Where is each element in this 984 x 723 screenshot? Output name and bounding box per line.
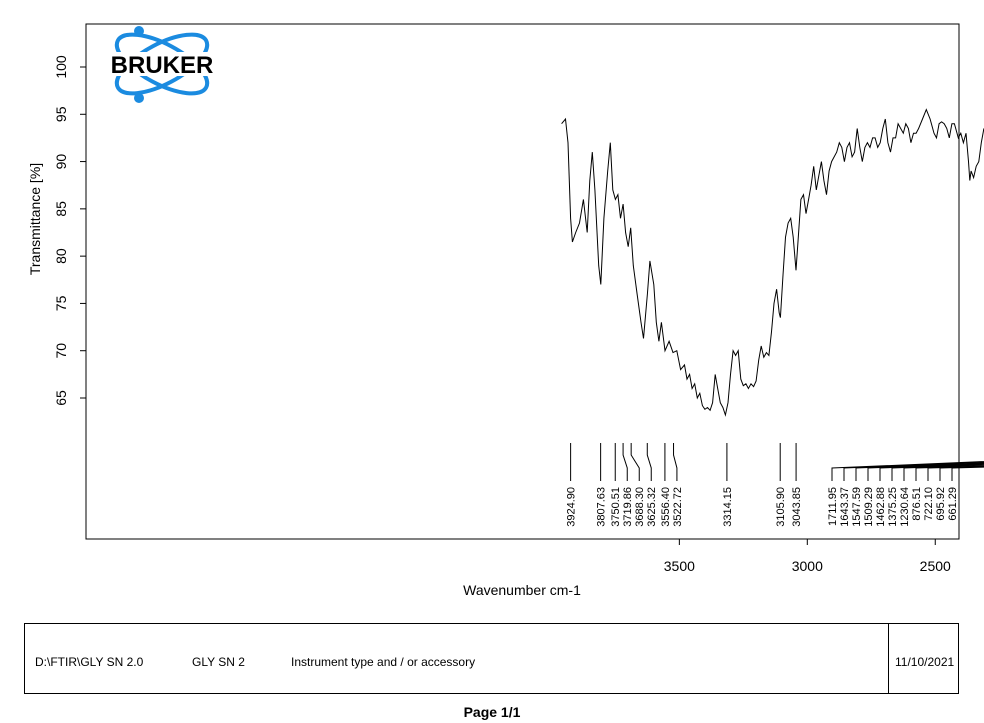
peak-label: 661.29 — [947, 487, 959, 521]
peak-leader-line — [903, 464, 984, 481]
peak-label: 3105.90 — [775, 487, 787, 527]
bruker-logo: BRUKER — [90, 26, 234, 103]
logo-orbit-2 — [114, 32, 210, 96]
peak-leader-line — [879, 463, 984, 481]
y-tick-label: 80 — [53, 248, 69, 264]
peak-label: 1375.25 — [887, 487, 899, 527]
peak-labels: 3924.90 3807.63 3750.51 3719.86 3688.30 3625.… — [566, 443, 984, 527]
peak-label: 722.10 — [923, 487, 935, 521]
peak-leader-line — [630, 443, 640, 481]
logo-dot-bottom — [134, 93, 144, 103]
peak-label: 3625.32 — [646, 487, 658, 527]
logo-text: BRUKER — [111, 52, 214, 79]
peak-label: 3719.86 — [622, 487, 634, 527]
peak-label: 1547.59 — [851, 487, 863, 527]
peak-leader-line — [831, 461, 984, 481]
report-date: 11/10/2021 — [895, 655, 955, 669]
x-tick-label: 2500 — [920, 558, 951, 574]
y-axis-label: Transmittance [%] — [27, 163, 43, 275]
y-tick-label: 85 — [53, 201, 69, 217]
y-tick-label: 90 — [53, 154, 69, 170]
peak-label: 3924.90 — [566, 487, 578, 527]
x-tick-label: 3000 — [792, 558, 823, 574]
peak-leader-line — [915, 465, 984, 481]
peak-label: 3314.15 — [722, 487, 734, 527]
peak-leader-line — [891, 463, 984, 481]
y-tick-label: 65 — [53, 390, 69, 406]
x-tick-label: 3500 — [664, 558, 695, 574]
peak-label: 695.92 — [935, 487, 947, 521]
peak-label: 3750.51 — [610, 487, 622, 527]
report-footer: D:\FTIR\GLY SN 2.0 GLY SN 2 Instrument t… — [24, 623, 959, 694]
page-number: Page 1/1 — [463, 704, 521, 720]
logo-dot-top — [134, 26, 144, 36]
plot-frame — [85, 23, 960, 540]
sample-name: GLY SN 2 — [192, 655, 245, 669]
peak-label: 3688.30 — [634, 487, 646, 527]
y-axis: 65 70 75 80 85 90 95 100 — [53, 55, 86, 406]
x-axis: 350030002500200015001000 — [664, 539, 951, 574]
peak-label: 1643.37 — [839, 487, 851, 527]
peak-leader-line — [855, 462, 984, 481]
logo-text-backdrop — [90, 52, 234, 76]
file-path: D:\FTIR\GLY SN 2.0 — [35, 655, 144, 669]
peak-label: 3556.40 — [660, 487, 672, 527]
peak-leader-line — [622, 443, 628, 481]
peak-leader-line — [843, 461, 984, 481]
peak-leader-line — [867, 462, 984, 481]
spectrum-line — [561, 108, 984, 417]
x-axis-label: Wavenumber cm-1 — [463, 582, 581, 598]
peak-label: 1711.95 — [827, 487, 839, 526]
peak-leader-line — [951, 466, 984, 481]
peak-label: 1230.64 — [899, 487, 911, 527]
peak-leader-line — [673, 443, 678, 481]
logo-orbit-1 — [114, 32, 210, 96]
instrument-info: Instrument type and / or accessory — [291, 655, 476, 669]
peak-label: 1462.88 — [875, 487, 887, 527]
peak-label: 3807.63 — [596, 487, 608, 527]
peak-leader-line — [927, 465, 984, 481]
y-tick-label: 100 — [53, 55, 69, 79]
peak-leader-line — [939, 466, 984, 481]
peak-label: 3522.72 — [672, 487, 684, 527]
ftir-spectrum-chart: BRUKER 3924.90 3807.63 3750.51 3719.86 3688.… — [27, 23, 984, 598]
peak-leader-line — [646, 443, 652, 481]
y-tick-label: 95 — [53, 106, 69, 122]
peak-label: 1509.29 — [863, 487, 875, 527]
peak-label: 3043.85 — [791, 487, 803, 527]
y-tick-label: 75 — [53, 295, 69, 311]
y-tick-label: 70 — [53, 343, 69, 359]
footer-divider — [888, 624, 889, 693]
peak-label: 876.51 — [911, 487, 923, 521]
